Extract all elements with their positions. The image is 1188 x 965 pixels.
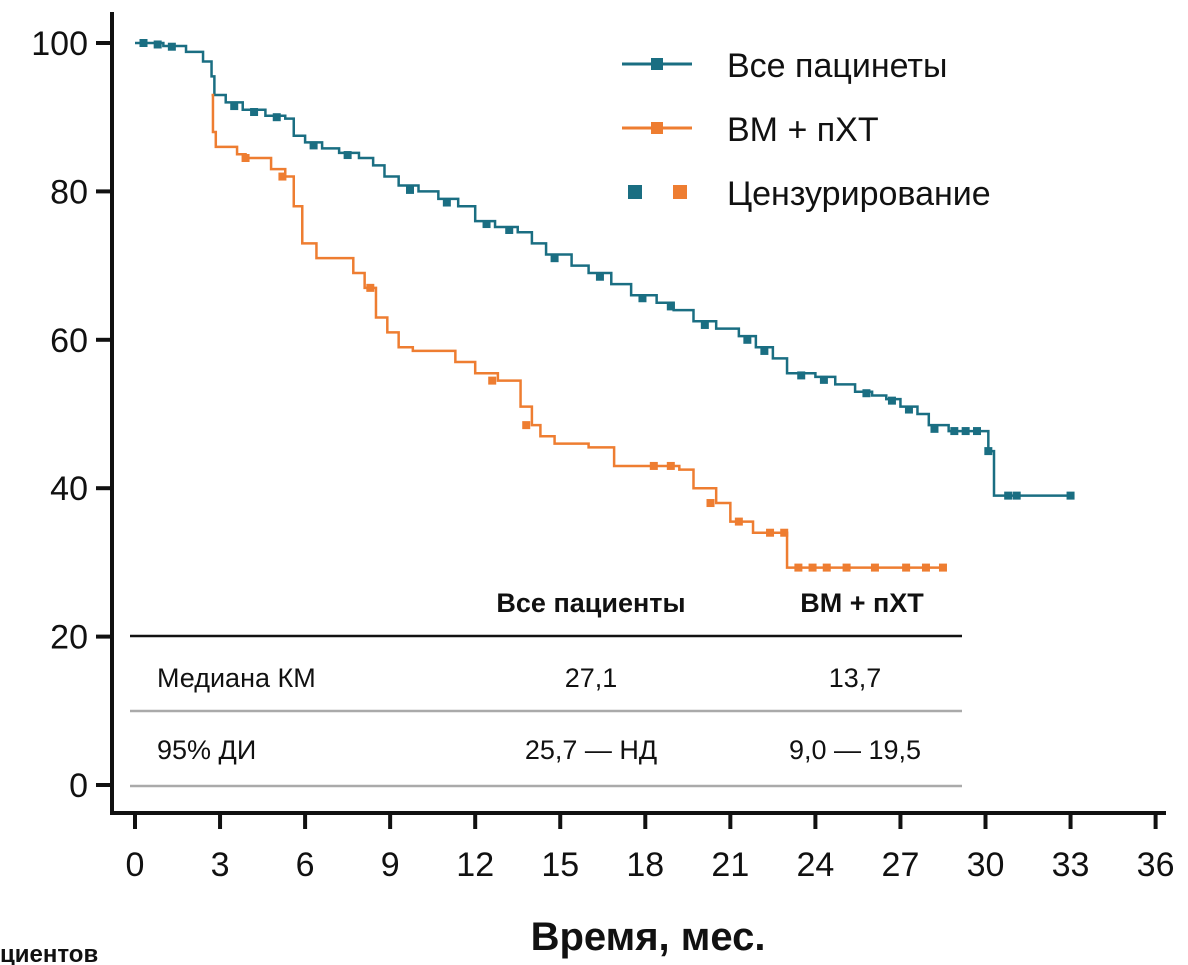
table-row-median-label: Медиана КМ — [157, 663, 316, 693]
x-tick-label: 9 — [381, 846, 400, 884]
series-1-censor-mark — [488, 376, 497, 385]
series-0-censor-mark — [950, 427, 959, 436]
x-tick-label: 18 — [626, 846, 664, 884]
y-tick-label: 40 — [50, 470, 88, 508]
series-0-censor-mark — [862, 389, 871, 398]
series-1 — [211, 93, 947, 572]
table-row-ci-all: 25,7 — НД — [525, 735, 657, 765]
x-tick-label: 30 — [967, 846, 1005, 884]
series-0-censor-mark — [638, 294, 647, 303]
x-tick-label: 3 — [211, 846, 230, 884]
series-0-censor-mark — [153, 40, 162, 49]
x-tick-label: 0 — [126, 846, 145, 884]
series-1-censor-mark — [921, 563, 930, 572]
table-header-all: Все пациенты — [496, 588, 685, 618]
series-1-censor-mark — [278, 172, 287, 181]
table-row-median-bm: 13,7 — [829, 663, 882, 693]
series-1-censor-mark — [870, 563, 879, 572]
series-0-censor-mark — [904, 405, 913, 414]
series-1-censor-mark — [766, 528, 775, 537]
series-0-censor-mark — [343, 151, 352, 160]
series-1-censor-mark — [241, 154, 250, 163]
table-header-bm: ВМ + пХТ — [800, 588, 924, 618]
x-tick-label: 6 — [296, 846, 315, 884]
legend: Все пацинеты ВМ + пХТ Цензурирование — [622, 47, 991, 213]
series-0-censor-mark — [309, 141, 318, 150]
series-0-censor-mark — [961, 427, 970, 436]
series-0-censor-mark — [405, 185, 414, 194]
series-0-censor-mark — [743, 335, 752, 344]
series-0-censor-mark — [550, 254, 559, 263]
series-1-censor-mark — [522, 421, 531, 430]
series-1-censor-mark — [822, 563, 831, 572]
series-1-censor-mark — [734, 517, 743, 526]
y-tick-label: 0 — [69, 767, 88, 805]
legend-censor-marker-bm — [673, 185, 687, 199]
table-background — [130, 588, 962, 788]
series-0-censor-mark — [972, 427, 981, 436]
series-0 — [135, 39, 1075, 500]
series-0-censor-mark — [1004, 491, 1013, 500]
y-tick-label: 60 — [50, 322, 88, 360]
x-tick-label: 27 — [882, 846, 920, 884]
series-0-line — [135, 41, 1071, 497]
x-tick-label: 36 — [1137, 846, 1175, 884]
series-0-censor-mark — [230, 102, 239, 111]
y-ticks: 0 20 40 60 80 100 — [31, 25, 112, 805]
x-tick-label: 24 — [796, 846, 834, 884]
legend-bm-label: ВМ + пХТ — [727, 111, 879, 149]
series-1-censor-mark — [938, 563, 947, 572]
series-0-censor-mark — [167, 42, 176, 51]
series-1-censor-mark — [902, 563, 911, 572]
series-0-censor-mark — [887, 396, 896, 405]
series-0-censor-mark — [272, 113, 281, 122]
series-1-line — [211, 93, 943, 569]
table-row-ci-bm: 9,0 — 19,5 — [789, 735, 921, 765]
series-0-censor-mark — [760, 346, 769, 355]
series-0-censor-mark — [797, 371, 806, 380]
series-0-censor-mark — [1066, 491, 1075, 500]
series-1-censor-mark — [366, 283, 375, 292]
x-ticks: 0 3 6 9 12 15 18 21 24 27 30 33 36 — [126, 813, 1175, 884]
series-0-censor-mark — [984, 447, 993, 456]
series-1-censor-mark — [649, 461, 658, 470]
x-tick-label: 21 — [711, 846, 749, 884]
legend-bm-marker — [651, 122, 663, 134]
x-tick-label: 33 — [1052, 846, 1090, 884]
legend-all-label: Все пацинеты — [727, 47, 947, 85]
table-row-median-all: 27,1 — [565, 663, 618, 693]
series-1-censor-mark — [808, 563, 817, 572]
series-0-censor-mark — [819, 375, 828, 384]
y-tick-label: 80 — [50, 173, 88, 211]
series-0-censor-mark — [1012, 491, 1021, 500]
series-0-censor-mark — [482, 220, 491, 229]
series-0-censor-mark — [595, 272, 604, 281]
series-1-censor-mark — [780, 528, 789, 537]
series-1-censor-mark — [666, 461, 675, 470]
y-tick-label: 100 — [31, 25, 88, 63]
series-0-censor-mark — [250, 108, 259, 117]
series-1-censor-mark — [706, 499, 715, 508]
x-tick-label: 15 — [541, 846, 579, 884]
legend-all-marker — [651, 58, 663, 70]
series-1-censor-mark — [842, 563, 851, 572]
series-group — [135, 39, 1075, 572]
series-0-censor-mark — [930, 424, 939, 433]
legend-censor-label: Цензурирование — [727, 175, 991, 213]
axes — [110, 12, 1166, 815]
cropped-caption-text: циентов — [0, 941, 98, 965]
series-0-censor-mark — [700, 320, 709, 329]
series-1-censor-mark — [794, 563, 803, 572]
table-row-ci-label: 95% ДИ — [157, 735, 256, 765]
x-axis-label: Время, мес. — [531, 915, 766, 959]
x-tick-label: 12 — [456, 846, 494, 884]
series-0-censor-mark — [139, 39, 148, 47]
series-0-censor-mark — [505, 225, 514, 234]
series-0-censor-mark — [442, 198, 451, 207]
legend-censor-marker-all — [628, 185, 642, 199]
series-0-censor-mark — [666, 302, 675, 311]
y-tick-label: 20 — [50, 619, 88, 657]
summary-table: Все пациенты ВМ + пХТ Медиана КМ 27,1 13… — [130, 588, 962, 788]
